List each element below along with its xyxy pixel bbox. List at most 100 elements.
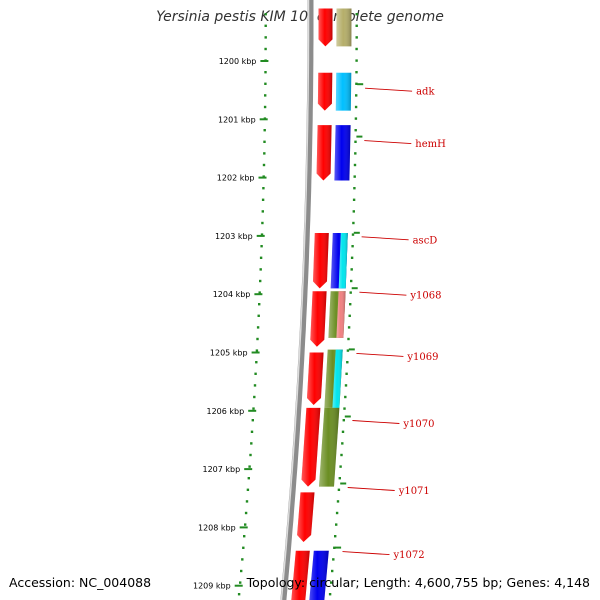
gene-label-y1070: y1070: [402, 419, 434, 430]
scale-tick-label: 1202 kbp: [217, 174, 255, 183]
outer-dot: [350, 268, 353, 271]
inner-dot: [254, 372, 257, 375]
inner-dot: [248, 465, 251, 468]
outer-dot: [355, 24, 358, 27]
label-leader-line: [359, 291, 407, 296]
backbone-line: [280, 0, 314, 600]
gene-arrow-shading: [313, 233, 329, 289]
inner-dot: [263, 140, 266, 143]
gene-arrow-shading: [318, 8, 333, 47]
inner-dot: [249, 453, 252, 457]
gene-arrow-shading: [307, 352, 324, 405]
gene-arrow-shading: [310, 291, 327, 347]
inner-dot: [261, 198, 265, 201]
outer-dot: [349, 303, 352, 306]
gene-track-forward: [291, 8, 333, 600]
accession-text: Accession: NC_004088: [9, 575, 152, 590]
gene-label-hemH: hemH: [415, 139, 446, 150]
inner-dot: [244, 511, 248, 515]
inner-dot: [264, 82, 267, 85]
gene-label-adk: adk: [416, 87, 435, 98]
outer-dot: [350, 256, 354, 259]
inner-dot: [259, 256, 263, 259]
outer-dot: [354, 105, 358, 109]
outer-dot: [355, 36, 358, 39]
label-leader-line: [352, 420, 400, 424]
inner-dot: [246, 488, 250, 491]
scale-tick-label: 1203 kbp: [215, 232, 253, 241]
scale-tick-label: 1204 kbp: [213, 290, 251, 299]
inner-dot: [237, 593, 241, 596]
dotted-guides: [237, 13, 358, 596]
inner-dot: [257, 314, 260, 317]
outer-dot: [341, 442, 344, 445]
gene-arrow-shading: [297, 492, 315, 542]
gene-labels: adk hemH ascD y1068 y1069 y1070 y1071 y1072: [342, 87, 446, 561]
outer-dot: [342, 419, 345, 422]
inner-dot: [242, 546, 245, 549]
outer-dot: [351, 233, 355, 236]
gene-label-y1069: y1069: [406, 352, 438, 363]
outer-dot: [347, 337, 350, 341]
inner-dot: [250, 430, 254, 433]
scale-ticks: 1200 kbp 1201 kbp 1202 kbp 1203 kbp 1204 kbp…: [193, 57, 364, 591]
gene-arrow-shading: [301, 407, 321, 487]
inner-dot: [262, 187, 265, 190]
inner-dot: [258, 291, 261, 294]
outer-dot: [339, 465, 342, 468]
inner-dot: [259, 279, 262, 283]
inner-dot: [253, 395, 256, 399]
outer-dot: [355, 71, 358, 74]
outer-dot: [349, 291, 352, 294]
feature-block-shading: [335, 72, 352, 111]
inner-dot: [256, 337, 259, 341]
inner-dot: [244, 523, 247, 526]
scale-tick-label: 1200 kbp: [219, 57, 257, 66]
outer-dot: [338, 477, 341, 480]
inner-dot: [247, 477, 250, 480]
inner-dot: [253, 384, 257, 387]
feature-block-shading: [338, 233, 348, 289]
outer-dot: [332, 558, 335, 561]
inner-dot: [264, 13, 267, 16]
inner-dot: [250, 442, 253, 445]
gene-label-y1072: y1072: [393, 550, 425, 561]
inner-dot: [255, 349, 259, 352]
outer-dot: [333, 546, 336, 549]
outer-dot: [355, 13, 358, 16]
outer-dot: [355, 59, 358, 62]
outer-dot: [328, 593, 332, 596]
outer-dot: [352, 221, 355, 225]
outer-dot: [354, 129, 357, 132]
label-leader-line: [364, 140, 412, 145]
inner-dot: [264, 24, 267, 27]
scale-tick-label: 1201 kbp: [218, 115, 256, 124]
outer-dot: [355, 94, 358, 97]
scale-tick-label: 1205 kbp: [210, 349, 248, 358]
inner-dot: [245, 500, 249, 503]
outer-dot: [334, 535, 337, 538]
outer-dot: [337, 488, 341, 491]
inner-dot: [251, 419, 254, 422]
gene-label-ascD: ascD: [413, 235, 438, 246]
outer-dot: [350, 279, 353, 283]
outer-dot: [335, 523, 338, 526]
genome-backbone: [280, 0, 314, 600]
inner-dot: [243, 535, 246, 538]
inner-dot: [240, 569, 243, 573]
feature-block-shading: [319, 407, 340, 487]
label-leader-line: [342, 551, 390, 556]
scale-tick-label: 1209 kbp: [193, 582, 231, 591]
inner-dot: [264, 36, 267, 39]
outer-dot: [341, 430, 345, 433]
inner-dot: [255, 361, 258, 364]
inner-dot: [260, 245, 263, 248]
outer-dot: [355, 47, 358, 51]
outer-dot: [353, 163, 357, 167]
outer-dot: [345, 372, 348, 375]
outer-dot: [344, 395, 347, 399]
feature-block-shading: [336, 291, 346, 338]
gene-label-y1068: y1068: [409, 291, 441, 302]
inner-dot: [256, 326, 260, 329]
